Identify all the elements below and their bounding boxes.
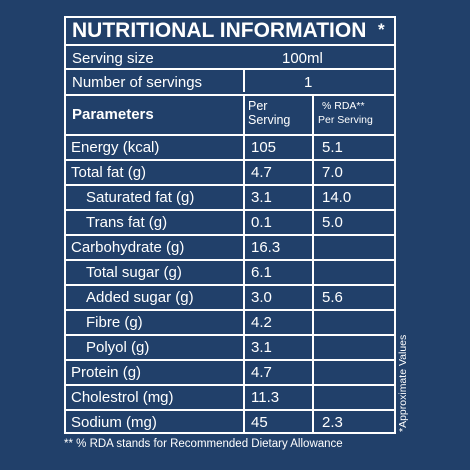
row-divider [64,259,396,261]
servings-count-value: 1 [304,74,313,91]
row-divider [64,284,396,286]
rda-value: 5.0 [322,214,343,231]
approximate-values-note: *Approximate Values [397,334,409,432]
table-divider [64,134,396,136]
nutrient-name: Saturated fat (g) [86,189,195,206]
servings-count-label: Number of servings [72,74,203,91]
nutrient-name: Total sugar (g) [86,264,182,281]
rda-footnote: ** % RDA stands for Recommended Dietary … [64,438,343,450]
per-serving-value: 6.1 [251,264,272,281]
nutrient-name: Fibre (g) [86,314,143,331]
nutrient-name: Polyol (g) [86,339,150,356]
column-header-per-serving-line2: Serving [248,113,291,127]
nutrient-name: Total fat (g) [71,164,147,181]
table-divider [64,94,396,96]
column-header-per-serving-line1: Per [248,99,268,113]
nutrient-name: Carbohydrate (g) [71,239,185,256]
rda-value: 14.0 [322,189,352,206]
row-divider [64,209,396,211]
row-divider [64,334,396,336]
table-divider [64,68,396,70]
serving-size-value: 100ml [282,50,323,67]
rda-value: 7.0 [322,164,343,181]
column-divider [243,68,245,92]
rda-value: 5.1 [322,139,343,156]
nutrient-name: Energy (kcal) [71,139,160,156]
per-serving-value: 11.3 [251,389,280,406]
per-serving-value: 45 [251,414,268,431]
nutrition-title: NUTRITIONAL INFORMATION [72,19,367,42]
column-divider [243,94,245,434]
row-divider [64,184,396,186]
row-divider [64,309,396,311]
per-serving-value: 3.1 [251,339,272,356]
nutrition-table-border [64,16,396,434]
title-asterisk: * [378,20,385,39]
column-header-parameters: Parameters [72,106,154,123]
column-divider [312,94,314,434]
table-divider [64,44,396,46]
per-serving-value: 105 [251,139,277,156]
serving-size-label: Serving size [72,50,154,67]
per-serving-value: 4.7 [251,164,272,181]
nutrient-name: Protein (g) [71,364,142,381]
nutrient-name: Added sugar (g) [86,289,194,306]
row-divider [64,159,396,161]
nutrient-name: Trans fat (g) [86,214,168,231]
per-serving-value: 4.7 [251,364,272,381]
per-serving-value: 3.0 [251,289,272,306]
row-divider [64,359,396,361]
row-divider [64,409,396,411]
column-header-rda-line2: Per Serving [318,114,373,126]
rda-value: 2.3 [322,414,343,431]
per-serving-value: 3.1 [251,189,272,206]
per-serving-value: 0.1 [251,214,272,231]
row-divider [64,234,396,236]
column-header-rda-line1: % RDA** [322,100,365,112]
per-serving-value: 16.3 [251,239,281,256]
nutrient-name: Sodium (mg) [71,414,157,431]
nutrient-name: Cholestrol (mg) [71,389,174,406]
rda-value: 5.6 [322,289,343,306]
row-divider [64,384,396,386]
per-serving-value: 4.2 [251,314,272,331]
